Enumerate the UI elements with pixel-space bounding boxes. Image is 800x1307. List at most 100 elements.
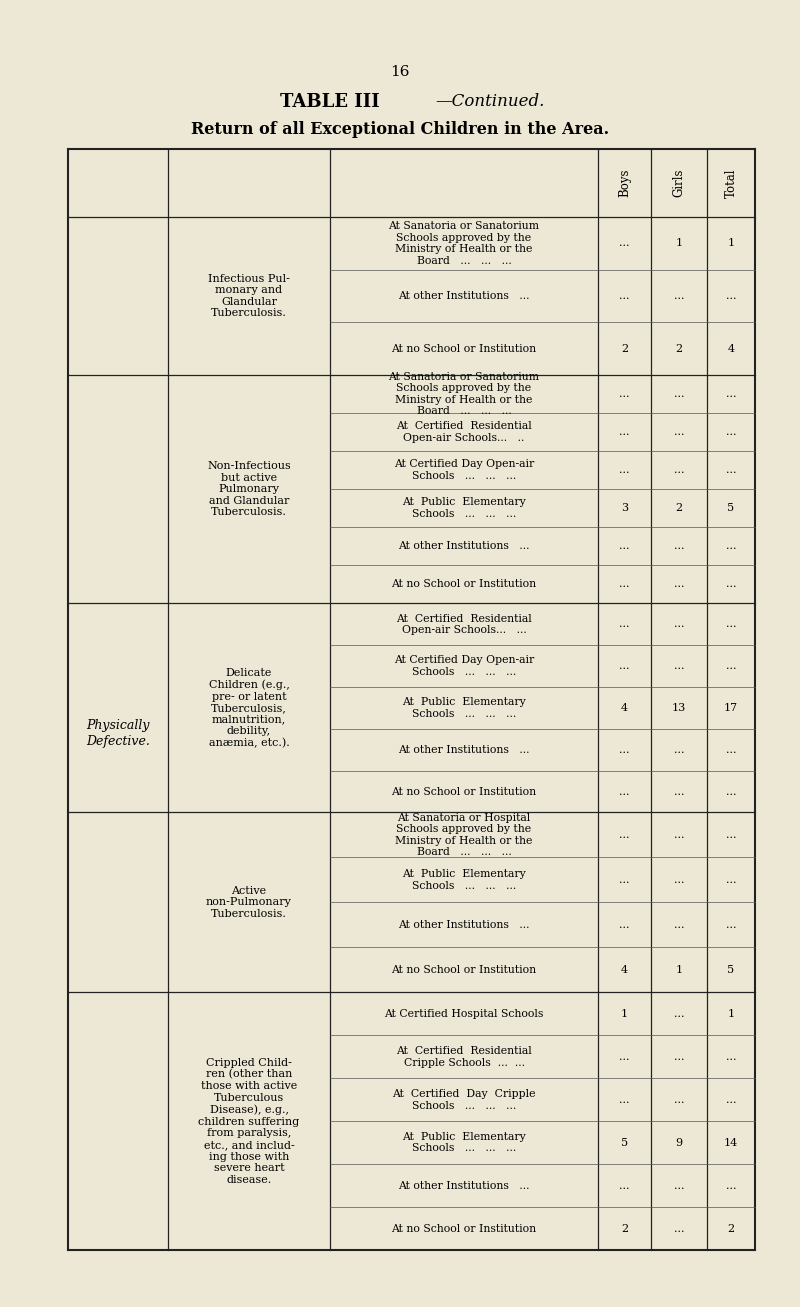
Text: 13: 13 (672, 703, 686, 714)
Text: ...: ... (726, 541, 736, 552)
Text: At  Public  Elementary
Schools   ...   ...   ...: At Public Elementary Schools ... ... ... (402, 1132, 526, 1154)
Text: 2: 2 (621, 1223, 628, 1234)
Text: ...: ... (674, 291, 684, 301)
Text: ...: ... (619, 920, 630, 929)
Text: ...: ... (726, 745, 736, 754)
Text: Active
non-Pulmonary
Tuberculosis.: Active non-Pulmonary Tuberculosis. (206, 886, 292, 919)
Text: 16: 16 (390, 65, 410, 78)
Text: 2: 2 (675, 344, 682, 354)
Text: Crippled Child-
ren (other than
those with active
Tuberculous
Disease), e.g.,
ch: Crippled Child- ren (other than those wi… (198, 1057, 300, 1184)
Text: Return of all Exceptional Children in the Area.: Return of all Exceptional Children in th… (191, 120, 609, 137)
Text: At other Institutions   ...: At other Institutions ... (398, 1180, 530, 1191)
Text: ...: ... (726, 389, 736, 399)
Text: ...: ... (674, 427, 684, 437)
Text: 4: 4 (727, 344, 734, 354)
Text: At  Public  Elementary
Schools   ...   ...   ...: At Public Elementary Schools ... ... ... (402, 697, 526, 719)
Text: ...: ... (619, 1180, 630, 1191)
Text: ...: ... (619, 874, 630, 885)
Text: Girls: Girls (673, 169, 686, 197)
Text: ...: ... (619, 1095, 630, 1104)
Text: Delicate
Children (e.g.,
pre- or latent
Tuberculosis,
malnutrition,
debility,
an: Delicate Children (e.g., pre- or latent … (209, 668, 290, 749)
Text: ...: ... (674, 465, 684, 476)
Text: ...: ... (619, 238, 630, 248)
Text: ...: ... (619, 620, 630, 630)
Text: At  Public  Elementary
Schools   ...   ...   ...: At Public Elementary Schools ... ... ... (402, 498, 526, 519)
Text: ...: ... (674, 1052, 684, 1061)
Text: ...: ... (674, 661, 684, 672)
Text: At other Institutions   ...: At other Institutions ... (398, 291, 530, 301)
Text: ...: ... (726, 874, 736, 885)
Text: ...: ... (726, 787, 736, 796)
Text: Boys: Boys (618, 169, 631, 197)
Text: At no School or Institution: At no School or Institution (391, 787, 537, 796)
Text: 14: 14 (724, 1137, 738, 1148)
Text: ...: ... (674, 874, 684, 885)
Text: ...: ... (726, 920, 736, 929)
Text: ...: ... (619, 579, 630, 589)
Text: At Sanatoria or Hospital
Schools approved by the
Ministry of Health or the
Board: At Sanatoria or Hospital Schools approve… (395, 813, 533, 857)
Text: At other Institutions   ...: At other Institutions ... (398, 920, 530, 929)
Text: At other Institutions   ...: At other Institutions ... (398, 541, 530, 552)
Text: 2: 2 (675, 503, 682, 514)
Text: ...: ... (619, 830, 630, 840)
Text: ...: ... (726, 1052, 736, 1061)
Text: ...: ... (674, 1095, 684, 1104)
Text: ...: ... (726, 465, 736, 476)
Text: ...: ... (674, 1180, 684, 1191)
Text: At  Certified  Residential
Open-air Schools...   ..: At Certified Residential Open-air School… (396, 421, 532, 443)
Text: At  Certified  Day  Cripple
Schools   ...   ...   ...: At Certified Day Cripple Schools ... ...… (392, 1089, 536, 1111)
Text: —Continued.: —Continued. (435, 94, 545, 111)
Text: At Sanatoria or Sanatorium
Schools approved by the
Ministry of Health or the
Boa: At Sanatoria or Sanatorium Schools appro… (389, 371, 539, 417)
Text: At Certified Day Open-air
Schools   ...   ...   ...: At Certified Day Open-air Schools ... ..… (394, 655, 534, 677)
Text: ...: ... (726, 427, 736, 437)
Text: 2: 2 (727, 1223, 734, 1234)
Text: At no School or Institution: At no School or Institution (391, 965, 537, 975)
Text: 1: 1 (675, 965, 682, 975)
Text: ...: ... (674, 579, 684, 589)
Text: ...: ... (619, 1052, 630, 1061)
Text: 5: 5 (621, 1137, 628, 1148)
Text: At Certified Hospital Schools: At Certified Hospital Schools (384, 1009, 544, 1019)
Text: ...: ... (619, 427, 630, 437)
Text: 3: 3 (621, 503, 628, 514)
Text: ...: ... (619, 745, 630, 754)
Text: 4: 4 (621, 965, 628, 975)
Text: 5: 5 (727, 503, 734, 514)
Text: ...: ... (726, 1095, 736, 1104)
Text: ...: ... (619, 541, 630, 552)
Text: Infectious Pul-
monary and
Glandular
Tuberculosis.: Infectious Pul- monary and Glandular Tub… (208, 273, 290, 319)
Text: At  Certified  Residential
Cripple Schools  ...  ...: At Certified Residential Cripple Schools… (396, 1046, 532, 1068)
Text: ...: ... (674, 745, 684, 754)
Text: ...: ... (619, 389, 630, 399)
Text: At no School or Institution: At no School or Institution (391, 1223, 537, 1234)
Text: 1: 1 (621, 1009, 628, 1019)
Text: ...: ... (619, 787, 630, 796)
Text: ...: ... (619, 291, 630, 301)
Text: 9: 9 (675, 1137, 682, 1148)
Text: ...: ... (674, 541, 684, 552)
Text: 1: 1 (727, 238, 734, 248)
Text: 2: 2 (621, 344, 628, 354)
Text: ...: ... (726, 579, 736, 589)
Text: ...: ... (726, 620, 736, 630)
Text: Non-Infectious
but active
Pulmonary
and Glandular
Tuberculosis.: Non-Infectious but active Pulmonary and … (207, 461, 291, 518)
Text: At Certified Day Open-air
Schools   ...   ...   ...: At Certified Day Open-air Schools ... ..… (394, 459, 534, 481)
Text: At  Certified  Residential
Open-air Schools...   ...: At Certified Residential Open-air School… (396, 613, 532, 635)
Text: ...: ... (674, 787, 684, 796)
Text: 4: 4 (621, 703, 628, 714)
Text: ...: ... (726, 830, 736, 840)
Text: 1: 1 (727, 1009, 734, 1019)
Text: ...: ... (726, 661, 736, 672)
Text: 17: 17 (724, 703, 738, 714)
Text: ...: ... (674, 830, 684, 840)
Text: At  Public  Elementary
Schools   ...   ...   ...: At Public Elementary Schools ... ... ... (402, 869, 526, 891)
Text: ...: ... (674, 620, 684, 630)
Text: TABLE III: TABLE III (280, 93, 380, 111)
Text: 1: 1 (675, 238, 682, 248)
Text: ...: ... (674, 389, 684, 399)
Text: Physically
Defective.: Physically Defective. (86, 719, 150, 748)
Text: ...: ... (619, 661, 630, 672)
Text: ...: ... (619, 465, 630, 476)
Text: At no School or Institution: At no School or Institution (391, 344, 537, 354)
Text: 5: 5 (727, 965, 734, 975)
